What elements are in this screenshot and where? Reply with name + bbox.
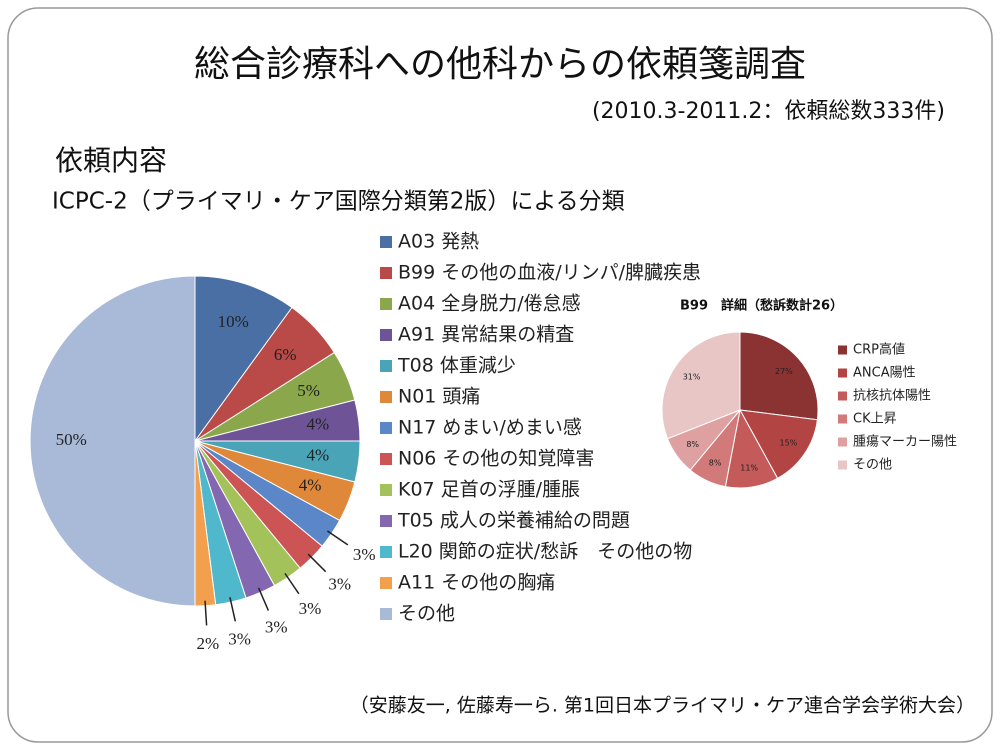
legend-label: CRP高値 (853, 342, 905, 358)
legend-swatch (380, 577, 392, 589)
leader-line (326, 530, 349, 546)
pie-slice (739, 409, 818, 480)
data-label: 8% (686, 440, 699, 449)
legend-label: その他 (853, 458, 892, 473)
legend-label: L20 関節の症状/愁訴 その他の物 (398, 541, 692, 563)
data-label: 3% (353, 545, 376, 564)
data-label: 5% (297, 381, 320, 400)
leader-line (257, 587, 270, 611)
data-label: 50% (56, 430, 87, 449)
chart-title: B99 詳細（愁訴数計26） (680, 298, 843, 314)
legend-label: 抗核抗体陽性 (853, 389, 931, 404)
legend-swatch (380, 267, 392, 279)
legend-swatch (380, 608, 392, 620)
legend-label: T05 成人の栄養補給の問題 (397, 510, 630, 532)
legend-swatch (380, 360, 392, 372)
legend-label: A03 発熱 (398, 231, 479, 253)
legend-swatch (380, 236, 392, 248)
legend-swatch (838, 437, 847, 447)
legend-label: 腫瘍マーカー陽性 (853, 434, 957, 450)
legend-label: ANCA陽性 (853, 366, 916, 381)
data-label: 6% (274, 345, 297, 364)
legend-label: CK上昇 (853, 412, 897, 427)
legend-label: N01 頭痛 (398, 386, 480, 408)
legend-swatch (380, 453, 392, 465)
pie-slice (29, 275, 196, 607)
legend-swatch (380, 298, 392, 310)
legend-swatch (838, 345, 847, 355)
legend-label: A04 全身脱力/倦怠感 (398, 293, 581, 315)
pie-slice (661, 331, 741, 440)
legend-swatch (838, 368, 847, 378)
heading: 依頼内容 (55, 144, 167, 177)
slide-subtitle: (2010.3-2011.2：依頼総数333件) (592, 99, 945, 124)
leader-line (229, 597, 237, 622)
slide-title: 総合診療科への他科からの依頼箋調査 (194, 44, 806, 85)
data-label: 8% (709, 458, 722, 467)
leader-line (307, 553, 327, 573)
legend-swatch (838, 414, 847, 424)
legend-label: A11 その他の胸痛 (398, 572, 555, 594)
data-label: 15% (779, 438, 797, 447)
legend-swatch (380, 484, 392, 496)
data-label: 27% (775, 367, 793, 376)
legend-swatch (380, 329, 392, 341)
legend-swatch (838, 391, 847, 401)
data-label: 3% (299, 599, 322, 618)
leader-line (284, 572, 300, 595)
legend-label: その他 (398, 603, 455, 625)
legend-label: N06 その他の知覚障害 (398, 448, 594, 470)
legend-label: K07 足首の浮腫/腫脹 (398, 479, 580, 501)
legend-label: N17 めまい/めまい感 (398, 417, 582, 439)
legend-swatch (380, 391, 392, 403)
legend-swatch (838, 460, 847, 470)
data-label: 11% (740, 463, 758, 472)
data-label: 2% (197, 634, 220, 653)
legend-swatch (380, 546, 392, 558)
legend-label: T08 体重減少 (397, 355, 516, 377)
data-label: 3% (265, 618, 288, 637)
legend-label: A91 異常結果の精査 (398, 324, 574, 346)
legend-label: B99 その他の血液/リンパ/脾臓疾患 (398, 262, 701, 284)
data-label: 31% (683, 373, 701, 382)
leader-line (204, 600, 208, 626)
data-label: 4% (306, 414, 329, 433)
data-label: 3% (228, 630, 251, 649)
legend-swatch (380, 422, 392, 434)
source: （安藤友一, 佐藤寿一ら. 第1回日本プライマリ・ケア連合学会学術大会） (350, 695, 975, 717)
legend-swatch (380, 515, 392, 527)
data-label: 10% (218, 312, 249, 331)
data-label: 4% (306, 445, 329, 464)
pie-slice (739, 331, 819, 421)
data-label: 4% (299, 475, 322, 494)
chart-title: ICPC-2（プライマリ・ケア国際分類第2版）による分類 (52, 189, 625, 215)
pie-slice (194, 275, 293, 443)
data-label: 3% (328, 575, 351, 594)
